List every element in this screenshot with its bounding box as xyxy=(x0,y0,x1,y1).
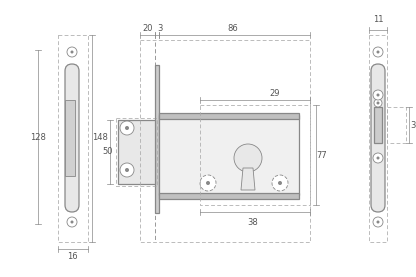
Text: 35: 35 xyxy=(410,120,416,130)
Bar xyxy=(159,193,299,199)
FancyBboxPatch shape xyxy=(65,64,79,212)
Text: 38: 38 xyxy=(248,218,258,227)
Bar xyxy=(159,115,299,195)
Circle shape xyxy=(376,101,379,104)
Text: 20: 20 xyxy=(143,24,153,33)
Circle shape xyxy=(200,175,216,191)
Circle shape xyxy=(278,181,282,185)
Bar xyxy=(159,113,299,119)
Circle shape xyxy=(373,90,383,100)
Text: 29: 29 xyxy=(270,89,280,98)
Text: 128: 128 xyxy=(30,134,46,142)
Text: 16: 16 xyxy=(67,252,77,261)
Text: 77: 77 xyxy=(316,150,327,160)
Bar xyxy=(118,120,155,184)
FancyBboxPatch shape xyxy=(371,64,385,212)
Circle shape xyxy=(376,50,379,53)
Circle shape xyxy=(234,144,262,172)
Circle shape xyxy=(272,175,288,191)
Circle shape xyxy=(70,50,74,53)
Circle shape xyxy=(376,157,379,160)
Circle shape xyxy=(373,217,383,227)
Bar xyxy=(374,107,382,143)
Circle shape xyxy=(120,163,134,177)
Circle shape xyxy=(120,121,134,135)
Circle shape xyxy=(376,94,379,96)
Circle shape xyxy=(70,220,74,224)
Text: 86: 86 xyxy=(228,24,238,33)
Text: 3: 3 xyxy=(157,24,163,33)
Circle shape xyxy=(206,181,210,185)
Text: 148: 148 xyxy=(92,134,108,142)
Circle shape xyxy=(373,153,383,163)
Text: 50: 50 xyxy=(102,147,113,157)
Circle shape xyxy=(67,217,77,227)
Bar xyxy=(155,65,159,213)
Circle shape xyxy=(374,99,382,107)
Circle shape xyxy=(373,47,383,57)
Circle shape xyxy=(376,220,379,224)
Circle shape xyxy=(125,168,129,172)
Circle shape xyxy=(125,126,129,130)
Text: 11: 11 xyxy=(373,15,383,24)
Bar xyxy=(65,100,75,176)
Circle shape xyxy=(67,47,77,57)
Polygon shape xyxy=(241,168,255,190)
